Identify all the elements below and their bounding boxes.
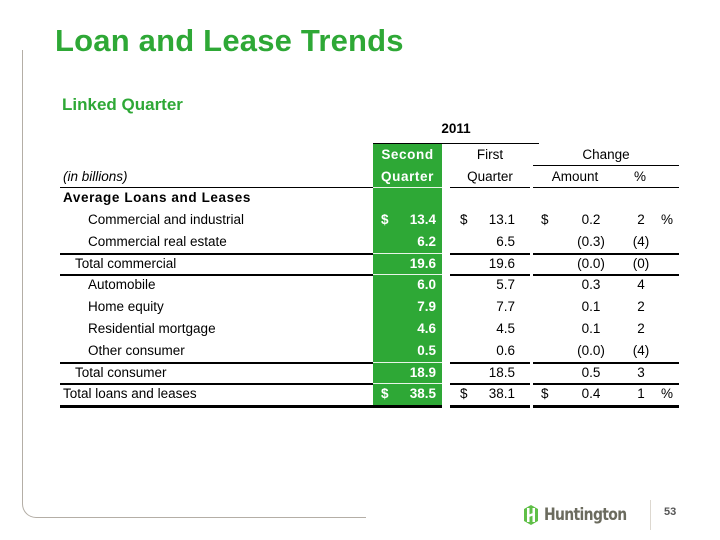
q2-value: 38.5 xyxy=(409,386,436,402)
change-percent: 1 xyxy=(637,386,645,402)
huntington-logo: Huntington xyxy=(523,505,645,525)
amount-currency: $ xyxy=(541,212,549,227)
q1-currency: $ xyxy=(460,212,468,227)
row-label: Total consumer xyxy=(75,364,167,380)
rule xyxy=(533,274,679,276)
q1-value: 7.7 xyxy=(496,299,515,315)
q1-currency: $ xyxy=(460,386,468,402)
change-percent: (4) xyxy=(632,233,650,249)
rule xyxy=(373,274,442,275)
percent-suffix: % xyxy=(661,386,674,402)
page-number: 53 xyxy=(664,506,677,518)
brand-name: Huntington xyxy=(544,505,627,525)
q1-value: 38.1 xyxy=(488,386,515,402)
slide-title: Loan and Lease Trends xyxy=(55,23,404,58)
rule xyxy=(533,362,679,364)
rule xyxy=(533,405,679,408)
col-header-q1-line2: Quarter xyxy=(467,169,513,184)
rule xyxy=(450,383,530,385)
q2-value: 4.6 xyxy=(417,321,436,336)
q2-currency: $ xyxy=(381,386,389,402)
row-label: Total commercial xyxy=(75,255,177,271)
rule xyxy=(60,274,373,276)
rule xyxy=(60,253,373,255)
rule xyxy=(450,362,530,364)
row-label: Other consumer xyxy=(88,342,185,358)
row-label: Total loans and leases xyxy=(63,386,197,402)
change-percent: (4) xyxy=(632,342,650,358)
rule xyxy=(60,383,373,385)
slide-frame xyxy=(22,50,643,518)
q2-value: 0.5 xyxy=(417,342,436,358)
rule xyxy=(450,405,530,408)
change-percent: 2 xyxy=(637,299,645,315)
rule xyxy=(373,187,442,188)
q1-value: 18.5 xyxy=(488,364,515,380)
huntington-logo-icon xyxy=(523,505,539,525)
col-header-amount: Amount xyxy=(551,169,599,184)
q1-value: 19.6 xyxy=(488,255,515,271)
change-amount: (0.0) xyxy=(577,255,605,271)
change-percent: 3 xyxy=(637,364,645,380)
rule xyxy=(533,187,679,188)
change-amount: (0.0) xyxy=(577,342,605,358)
row-label: Home equity xyxy=(88,299,164,315)
change-amount: 0.5 xyxy=(581,364,601,380)
change-amount: 0.2 xyxy=(581,212,601,227)
q2-value: 6.2 xyxy=(417,233,436,249)
unit-label: (in billions) xyxy=(63,169,128,184)
rule xyxy=(60,405,373,408)
q1-value: 4.5 xyxy=(496,321,515,336)
q2-value: 7.9 xyxy=(417,299,436,315)
q2-value: 19.6 xyxy=(409,255,436,271)
change-amount: 0.1 xyxy=(581,321,601,336)
rule xyxy=(450,253,530,255)
row-label: Commercial real estate xyxy=(88,233,227,249)
q1-value: 13.1 xyxy=(488,212,515,227)
rule xyxy=(60,362,373,364)
section-header: Average Loans and Leases xyxy=(63,190,251,205)
col-header-q1-line1: First xyxy=(476,147,504,162)
q2-value: 13.4 xyxy=(409,212,436,227)
change-amount: (0.3) xyxy=(577,233,605,249)
q2-value: 18.9 xyxy=(409,364,436,380)
col-header-percent: % xyxy=(633,169,646,184)
rule xyxy=(533,383,679,385)
percent-suffix: % xyxy=(661,212,674,227)
q1-value: 5.7 xyxy=(496,277,515,293)
rule xyxy=(60,187,373,188)
q1-value: 6.5 xyxy=(496,233,515,249)
rule xyxy=(373,362,442,363)
row-label: Residential mortgage xyxy=(88,321,216,336)
row-label: Commercial and industrial xyxy=(88,212,245,227)
frame-gap xyxy=(366,510,666,522)
change-amount: 0.1 xyxy=(581,299,601,315)
slide-subtitle: Linked Quarter xyxy=(62,95,183,114)
rule xyxy=(450,187,530,188)
change-percent: 2 xyxy=(637,321,645,336)
year-header: 2011 xyxy=(441,121,471,136)
change-percent: 4 xyxy=(637,277,645,293)
q1-value: 0.6 xyxy=(496,342,515,358)
rule xyxy=(373,143,539,144)
change-amount: 0.4 xyxy=(581,386,601,402)
change-percent: (0) xyxy=(632,255,650,271)
col-header-change: Change xyxy=(582,147,630,162)
change-percent: 2 xyxy=(637,212,645,227)
amount-currency: $ xyxy=(541,386,549,402)
rule xyxy=(373,405,442,408)
rule xyxy=(450,274,530,276)
q2-currency: $ xyxy=(381,212,389,227)
change-amount: 0.3 xyxy=(581,277,601,293)
rule xyxy=(533,165,679,166)
col-header-q2-line1: Second xyxy=(381,147,434,162)
rule xyxy=(373,253,442,254)
q2-value: 6.0 xyxy=(417,277,436,293)
col-header-q2-line2: Quarter xyxy=(381,169,434,184)
row-label: Automobile xyxy=(88,277,156,293)
rule xyxy=(533,253,679,255)
footer-divider xyxy=(650,500,651,530)
rule xyxy=(373,383,442,384)
